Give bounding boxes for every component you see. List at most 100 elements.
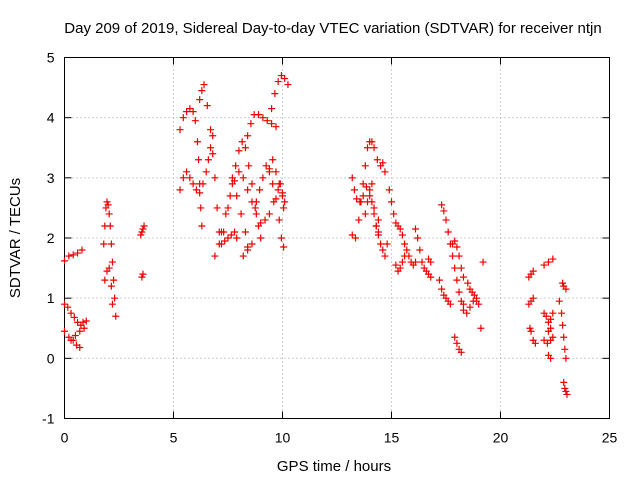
plot-frame xyxy=(64,57,610,419)
data-point-seg16 xyxy=(269,156,277,164)
data-point-seg14 xyxy=(259,114,267,122)
data-point-seg11 xyxy=(232,162,240,170)
data-point-seg34 xyxy=(543,339,551,347)
data-point-seg07 xyxy=(138,273,146,281)
data-point-seg21 xyxy=(377,240,385,248)
data-point-seg20 xyxy=(374,216,382,224)
data-point-seg20 xyxy=(366,192,374,200)
data-point-seg26 xyxy=(438,285,446,293)
data-point-seg20 xyxy=(370,204,378,212)
data-point-seg18 xyxy=(348,174,356,182)
data-point-seg11 xyxy=(248,180,256,188)
data-point-seg24 xyxy=(418,258,426,266)
data-point-seg33 xyxy=(549,309,557,317)
data-point-seg18 xyxy=(359,192,367,200)
data-point-seg11 xyxy=(241,144,249,152)
data-point-seg13 xyxy=(239,252,247,260)
data-point-seg13 xyxy=(241,228,249,236)
data-point-seg09 xyxy=(179,174,187,182)
data-point-seg05 xyxy=(103,198,111,206)
data-point-seg14 xyxy=(247,120,255,128)
data-point-seg01 xyxy=(65,252,73,260)
y-tick-label: 2 xyxy=(47,230,55,246)
data-point-seg13 xyxy=(228,174,236,182)
data-point-seg09 xyxy=(202,168,210,176)
data-point-seg12 xyxy=(244,186,252,194)
data-point-seg07 xyxy=(139,270,147,278)
data-point-seg19 xyxy=(368,138,376,146)
data-point-seg15 xyxy=(269,180,277,188)
data-point-seg11 xyxy=(251,204,259,212)
data-point-seg18 xyxy=(370,210,378,218)
data-point-seg10 xyxy=(200,81,208,89)
data-point-seg14 xyxy=(263,117,271,125)
data-point-seg05 xyxy=(106,222,114,230)
data-point-seg17 xyxy=(281,75,289,83)
data-point-seg07 xyxy=(137,231,145,239)
y-tick-label: 5 xyxy=(47,50,55,66)
data-point-seg26 xyxy=(446,300,454,308)
data-point-seg34 xyxy=(549,333,557,341)
data-point-seg22 xyxy=(396,225,404,233)
data-point-seg14 xyxy=(244,132,252,140)
data-point-seg01 xyxy=(78,246,86,254)
data-point-seg02 xyxy=(80,324,88,332)
data-point-seg18 xyxy=(350,186,358,194)
x-tick-label: 20 xyxy=(493,430,509,446)
data-point-seg35 xyxy=(562,285,570,293)
data-point-seg02 xyxy=(64,303,72,311)
data-point-seg25 xyxy=(438,201,446,209)
data-point-seg10 xyxy=(221,237,229,245)
data-point-seg22 xyxy=(398,231,406,239)
data-point-seg32 xyxy=(529,267,537,275)
data-point-seg08 xyxy=(183,108,191,116)
data-point-seg10 xyxy=(196,96,204,104)
data-point-seg33 xyxy=(542,312,550,320)
data-point-seg05 xyxy=(108,258,116,266)
data-point-seg16 xyxy=(281,198,289,206)
data-point-seg05 xyxy=(112,312,120,320)
data-point-seg01 xyxy=(69,251,77,259)
data-point-seg02 xyxy=(61,300,68,308)
data-point-seg27 xyxy=(453,243,461,251)
y-axis-label: SDTVAR / TECUs xyxy=(7,178,24,298)
data-point-seg15 xyxy=(256,186,264,194)
data-point-seg35 xyxy=(562,387,570,395)
data-point-seg04 xyxy=(71,331,79,339)
data-point-seg30 xyxy=(464,279,472,287)
data-point-seg27 xyxy=(451,237,459,245)
data-point-seg25 xyxy=(449,252,457,260)
data-point-seg11 xyxy=(215,240,223,248)
data-point-seg28 xyxy=(453,339,461,347)
data-point-seg20 xyxy=(361,210,369,218)
data-point-seg05 xyxy=(100,240,108,248)
data-point-seg19 xyxy=(348,231,356,239)
data-point-seg05 xyxy=(107,240,115,248)
data-point-seg08 xyxy=(197,204,205,212)
data-point-seg09 xyxy=(196,189,204,197)
data-point-seg35 xyxy=(559,279,567,287)
data-point-seg26 xyxy=(435,276,443,284)
data-point-seg30 xyxy=(473,297,481,305)
data-point-seg16 xyxy=(275,180,283,188)
data-point-seg06 xyxy=(108,300,116,308)
data-point-seg22 xyxy=(388,198,395,206)
data-point-seg33 xyxy=(547,315,555,323)
data-point-seg09 xyxy=(204,156,212,164)
data-point-seg15 xyxy=(275,216,283,224)
data-point-seg29 xyxy=(463,309,471,317)
data-point-seg21 xyxy=(379,246,387,254)
data-point-seg12 xyxy=(265,210,273,218)
data-point-seg04 xyxy=(67,336,75,344)
data-point-seg32 xyxy=(527,327,535,335)
data-point-seg12 xyxy=(239,174,247,182)
data-point-seg11 xyxy=(257,234,265,242)
data-point-seg03 xyxy=(61,327,68,335)
data-point-seg21 xyxy=(381,252,389,260)
data-point-seg29 xyxy=(466,303,474,311)
data-point-seg19 xyxy=(379,159,387,167)
data-point-seg10 xyxy=(198,87,206,95)
data-point-seg05 xyxy=(105,210,113,218)
y-tick-label: 3 xyxy=(47,170,55,186)
data-point-seg35 xyxy=(555,297,563,305)
